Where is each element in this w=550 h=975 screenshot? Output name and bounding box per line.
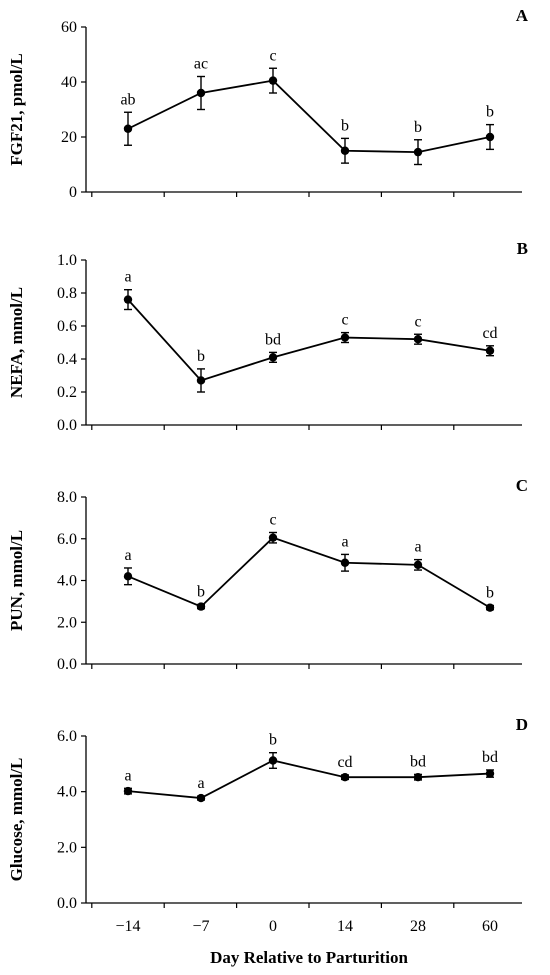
significance-label: c — [414, 313, 421, 330]
x-tick-label: 60 — [482, 918, 498, 935]
data-point — [123, 786, 133, 796]
significance-label: b — [486, 585, 494, 602]
y-axis-title: NEFA, mmol/L — [7, 287, 26, 398]
data-point — [485, 603, 495, 612]
data-point — [268, 353, 278, 362]
panel-letter: D — [516, 715, 528, 734]
significance-label: b — [197, 348, 205, 365]
data-point — [123, 572, 133, 581]
y-tick-label: 2.0 — [57, 614, 77, 631]
data-point — [268, 76, 278, 85]
y-tick-label: 8.0 — [57, 489, 77, 506]
y-tick-label: 0.4 — [57, 351, 77, 368]
data-point — [340, 333, 350, 342]
panel-letter: A — [516, 6, 529, 25]
data-point — [340, 146, 350, 155]
chart-panel-c: 0.0 2.0 4.0 6.0 8.0 PUN, mmol/L Ca b c a a b — [7, 476, 528, 673]
y-tick-label: 4.0 — [57, 573, 77, 590]
y-axis-title: Glucose, mmol/L — [7, 758, 26, 882]
chart-panel-d: 0.0 2.0 4.0 6.0 Glucose, mmol/L Da a b cd bd bd −14… — [7, 715, 528, 935]
y-tick-label: 1.0 — [57, 252, 77, 269]
significance-label: cd — [482, 325, 497, 342]
y-tick-label: 2.0 — [57, 839, 77, 856]
y-tick-label: 0.8 — [57, 285, 77, 302]
significance-label: b — [341, 117, 349, 134]
series-line — [127, 298, 491, 382]
data-point — [123, 295, 133, 304]
x-tick-label: 14 — [337, 918, 353, 935]
y-tick-label: 4.0 — [57, 784, 77, 801]
data-point — [196, 793, 206, 803]
data-point — [196, 602, 206, 611]
data-point — [340, 772, 350, 782]
data-point — [340, 558, 350, 567]
significance-label: a — [124, 547, 131, 564]
y-tick-label: 20 — [61, 129, 77, 146]
significance-label: a — [124, 767, 131, 784]
chart-panel-a: 0 20 40 60 FGF21, pmol/L Aab ac c b b b — [7, 6, 529, 201]
data-point — [268, 756, 278, 765]
significance-label: bd — [482, 749, 498, 766]
significance-label: c — [341, 312, 348, 329]
y-tick-label: 40 — [61, 74, 77, 91]
significance-label: a — [414, 539, 421, 556]
significance-label: a — [197, 775, 204, 792]
significance-label: a — [341, 533, 348, 550]
series-line — [127, 536, 491, 609]
chart-panel-b: 0.0 0.2 0.4 0.6 0.8 1.0 NEFA, mmol/L Ba b bd c c cd — [7, 239, 528, 434]
y-tick-label: 0.2 — [57, 384, 77, 401]
significance-label: b — [414, 119, 422, 136]
x-tick-label: 0 — [269, 918, 277, 935]
y-axis-title: FGF21, pmol/L — [7, 53, 26, 165]
series-line — [127, 79, 491, 154]
y-tick-label: 0.0 — [57, 895, 77, 912]
y-tick-label: 0 — [69, 184, 77, 201]
y-tick-label: 0.0 — [57, 656, 77, 673]
significance-label: b — [269, 732, 277, 749]
data-point — [413, 335, 423, 344]
significance-label: ac — [194, 56, 208, 73]
significance-label: bd — [410, 753, 426, 770]
y-tick-label: 0.6 — [57, 318, 77, 335]
data-point — [196, 88, 206, 98]
x-tick-label: 28 — [410, 918, 426, 935]
data-point — [123, 124, 133, 133]
significance-label: cd — [337, 754, 352, 771]
significance-label: c — [269, 511, 276, 528]
data-point — [196, 376, 206, 385]
y-tick-label: 6.0 — [57, 531, 77, 548]
significance-label: ab — [120, 91, 135, 108]
x-axis-title: Day Relative to Parturition — [210, 948, 408, 967]
data-point — [413, 772, 423, 782]
data-point — [485, 132, 495, 142]
data-point — [413, 147, 423, 157]
panel-letter: C — [516, 476, 528, 495]
data-point — [485, 769, 495, 778]
significance-label: b — [197, 584, 205, 601]
significance-label: a — [124, 269, 131, 286]
series-line — [127, 759, 491, 799]
data-point — [413, 560, 423, 570]
significance-label: b — [486, 104, 494, 121]
y-axis-title: PUN, mmol/L — [7, 530, 26, 631]
y-tick-label: 60 — [61, 19, 77, 36]
data-point — [268, 533, 278, 542]
x-tick-label: −14 — [115, 918, 140, 935]
significance-label: c — [269, 47, 276, 64]
data-point — [485, 346, 495, 355]
panel-letter: B — [517, 239, 528, 258]
x-tick-label: −7 — [192, 918, 209, 935]
significance-label: bd — [265, 331, 281, 348]
y-tick-label: 0.0 — [57, 417, 77, 434]
y-tick-label: 6.0 — [57, 728, 77, 745]
